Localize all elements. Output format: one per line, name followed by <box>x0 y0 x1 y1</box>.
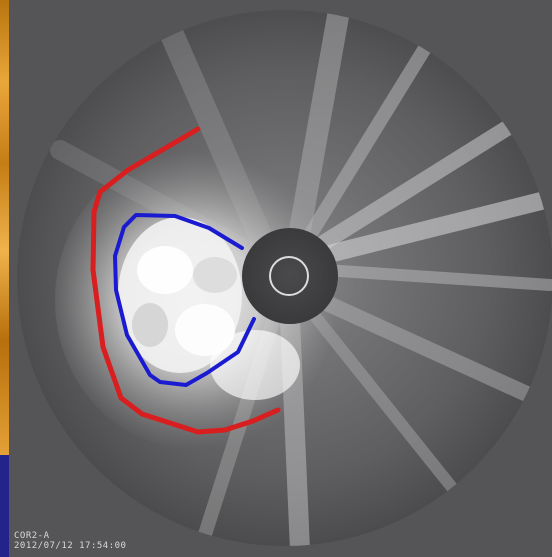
solar-disk-image-edge <box>0 0 9 455</box>
image-caption: COR2-A 2012/07/12 17:54:00 <box>14 531 126 551</box>
occulter-disk <box>242 228 338 324</box>
cme-flux-rope-outline <box>113 213 256 387</box>
timestamp-label: 2012/07/12 17:54:00 <box>14 541 127 551</box>
solar-limb-circle <box>269 256 309 296</box>
cme-shock-front-outline <box>90 126 281 435</box>
instrument-label: COR2-A <box>14 531 50 541</box>
